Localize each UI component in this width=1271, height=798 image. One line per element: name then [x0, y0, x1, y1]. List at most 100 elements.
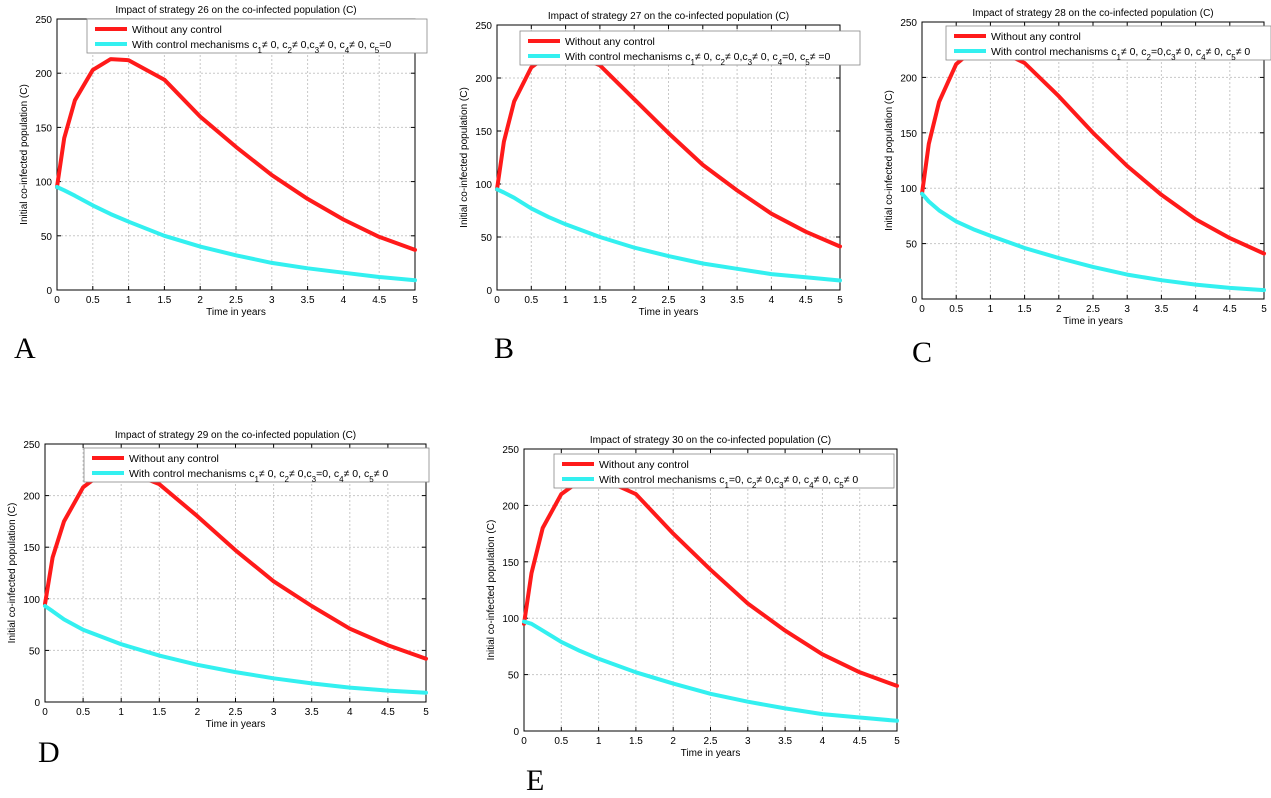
legend-box [553, 453, 895, 489]
x-tick-label: 5 [894, 736, 900, 747]
x-tick-label: 5 [423, 707, 429, 718]
x-tick-label: 3 [745, 736, 751, 747]
x-tick-label: 0.5 [86, 295, 100, 306]
x-tick-label: 5 [837, 295, 843, 306]
legend-box [86, 18, 428, 54]
x-tick-label: 1.5 [629, 736, 643, 747]
y-tick-label: 100 [475, 180, 492, 191]
y-axis-label: Initial co-infected population (C) [884, 90, 895, 231]
y-tick-label: 0 [911, 295, 917, 306]
panel-label-a: A [14, 332, 36, 365]
series-line-without-control [495, 49, 842, 249]
x-tick-label: 2.5 [1086, 304, 1100, 315]
x-tick-label: 0 [54, 295, 60, 306]
x-tick-label: 1.5 [157, 295, 171, 306]
y-tick-label: 100 [502, 614, 519, 625]
panel-label-b: B [494, 332, 515, 365]
x-tick-label: 1.5 [593, 295, 607, 306]
x-tick-label: 3 [700, 295, 706, 306]
x-tick-label: 3.5 [301, 295, 315, 306]
y-tick-label: 250 [35, 15, 52, 26]
y-tick-label: 150 [35, 123, 52, 134]
x-axis-label: Time in years [206, 719, 266, 730]
y-tick-label: 0 [486, 286, 492, 297]
x-tick-label: 1.5 [152, 707, 166, 718]
panel-a: 0 0.5 1 1.5 2 2.5 3 3.5 4 4.5 5 0 50 100 150 200 250 With… [0, 0, 428, 365]
x-tick-label: 4.5 [799, 295, 813, 306]
y-tick-label: 100 [900, 184, 917, 195]
x-tick-label: 3 [1124, 304, 1130, 315]
x-tick-label: 5 [1261, 304, 1267, 315]
series-line-with-control [43, 604, 428, 695]
x-tick-label: 4 [769, 295, 775, 306]
chart-title: Impact of strategy 30 on the co-infected… [590, 435, 831, 446]
legend-box [945, 25, 1271, 61]
y-tick-label: 150 [475, 127, 492, 138]
y-axis-label: Initial co-infected population (C) [19, 84, 30, 225]
x-tick-label: 3 [271, 707, 277, 718]
legend-label: With control mechanisms c1≠ 0, c2≠ 0,c3=… [129, 468, 388, 484]
x-tick-label: 5 [412, 295, 418, 306]
chart-title: Impact of strategy 26 on the co-infected… [115, 5, 356, 16]
legend-label: With control mechanisms c1=0, c2≠ 0,c3≠ … [599, 474, 858, 490]
x-tick-label: 0.5 [76, 707, 90, 718]
x-tick-label: 4.5 [372, 295, 386, 306]
x-tick-label: 3.5 [778, 736, 792, 747]
chart-c: 0 0.5 1 1.5 2 2.5 3 3.5 4 4.5 5050100150200250With… [884, 8, 1271, 327]
x-tick-label: 4.5 [381, 707, 395, 718]
x-tick-label: 2 [195, 707, 201, 718]
panel-e: 0 0.5 1 1.5 2 2.5 3 3.5 4 4.5 5 0 50 100 150 200 250 With… [470, 420, 915, 797]
y-axis-label: Initial co-infected population (C) [7, 503, 18, 644]
y-tick-label: 50 [906, 240, 918, 251]
y-tick-label: 250 [502, 445, 519, 456]
legend-label: Without any control [599, 459, 689, 471]
x-tick-label: 1 [596, 736, 602, 747]
legend-label: Without any control [129, 453, 219, 465]
chart-b: 0 0.5 1 1.5 2 2.5 3 3.5 4 4.5 5050100150200250With… [459, 11, 861, 318]
y-tick-label: 200 [475, 74, 492, 85]
y-tick-label: 200 [900, 73, 917, 84]
y-axis-label: Initial co-infected population (C) [486, 520, 497, 661]
y-tick-label: 50 [29, 646, 41, 657]
y-tick-label: 0 [513, 727, 519, 738]
chart-title: Impact of strategy 28 on the co-infected… [972, 8, 1213, 19]
chart-title: Impact of strategy 29 on the co-infected… [115, 430, 356, 441]
x-tick-label: 0.5 [554, 736, 568, 747]
chart-e: 0 0.5 1 1.5 2 2.5 3 3.5 4 4.5 5050100150200250With… [486, 435, 900, 759]
x-tick-label: 4 [1193, 304, 1199, 315]
x-tick-label: 0 [494, 295, 500, 306]
x-tick-label: 2 [631, 295, 637, 306]
x-tick-label: 1 [988, 304, 994, 315]
legend-label: With control mechanisms c1≠ 0, c2=0,c3≠ … [991, 46, 1250, 62]
x-axis-label: Time in years [639, 307, 699, 318]
x-tick-label: 4 [347, 707, 353, 718]
series-line-with-control [522, 619, 899, 723]
y-tick-label: 100 [35, 178, 52, 189]
x-tick-label: 3.5 [1154, 304, 1168, 315]
y-tick-label: 0 [46, 286, 52, 297]
series-line-without-control [920, 44, 1266, 256]
panel-label-e: E [526, 764, 545, 797]
series-line-without-control [55, 57, 417, 252]
x-tick-label: 1 [563, 295, 569, 306]
x-tick-label: 4 [820, 736, 826, 747]
series-line-with-control [55, 185, 417, 283]
y-tick-label: 200 [502, 501, 519, 512]
legend-label: Without any control [991, 31, 1081, 43]
x-tick-label: 2 [197, 295, 203, 306]
y-tick-label: 200 [23, 492, 40, 503]
legend-label: Without any control [132, 24, 222, 36]
x-tick-label: 0 [919, 304, 925, 315]
x-tick-label: 3 [269, 295, 275, 306]
x-tick-label: 0 [521, 736, 527, 747]
legend-label: With control mechanisms c1≠ 0, c2≠ 0,c3≠… [565, 51, 830, 67]
legend-a: Without any control With control mechanis… [86, 18, 428, 55]
y-axis-label: Initial co-infected population (C) [459, 87, 470, 228]
legend-label: Without any control [565, 36, 655, 48]
x-tick-label: 2.5 [662, 295, 676, 306]
legend-b: Without any control With control mechanis… [519, 30, 861, 67]
y-tick-label: 200 [35, 69, 52, 80]
x-tick-label: 4.5 [853, 736, 867, 747]
x-axis-label: Time in years [681, 748, 741, 759]
panel-c: 0 0.5 1 1.5 2 2.5 3 3.5 4 4.5 5 0 50 100 150 200 250 With… [866, 0, 1271, 369]
